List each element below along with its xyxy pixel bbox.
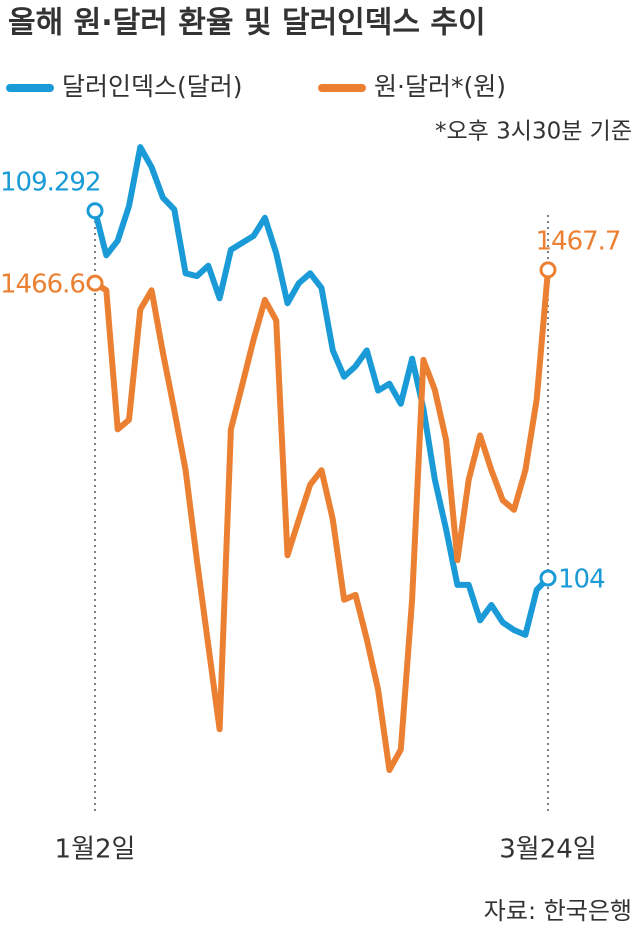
data-label: 104 [558,564,605,594]
end-marker [86,274,104,292]
end-marker [86,202,104,220]
note: *오후 3시30분 기준 [435,119,632,145]
end-marker [539,569,557,587]
data-label: 1467.7 [536,226,621,256]
series-line [92,144,551,638]
x-tick-label: 3월24일 [499,835,596,865]
chart-title: 올해 원·달러 환율 및 달러인덱스 추이 [8,6,486,41]
series-line [92,266,551,773]
legend-label: 원·달러*(원) [374,72,506,101]
data-label: 109.292 [0,167,101,197]
end-marker [539,261,557,279]
legend-label: 달러인덱스(달러) [62,72,243,101]
source: 자료: 한국은행 [484,897,632,925]
data-label: 1466.6 [0,270,85,300]
x-tick-label: 1월2일 [55,835,136,865]
